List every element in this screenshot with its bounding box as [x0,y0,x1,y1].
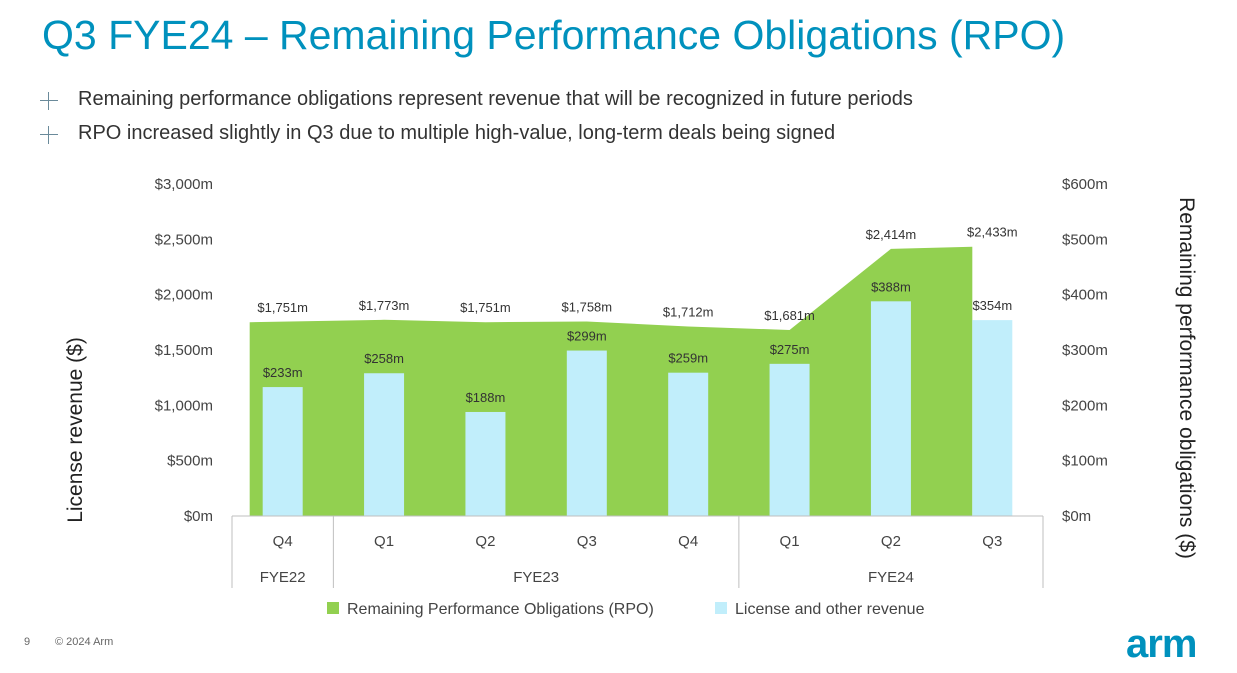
license-data-label: $259m [668,351,708,366]
license-data-label: $388m [871,279,911,294]
legend-rpo-label: Remaining Performance Obligations (RPO) [347,601,654,618]
license-data-label: $354m [972,298,1012,313]
left-axis-tick: $3,000m [155,176,213,193]
license-bar [364,373,405,516]
license-bar [465,411,506,516]
fiscal-year-label: FYE24 [868,569,914,586]
license-data-label: $233m [263,365,303,380]
license-data-label: $275m [770,342,810,357]
license-bar [668,372,709,516]
right-axis-tick: $200m [1062,397,1108,414]
rpo-data-label: $2,433m [967,225,1018,240]
legend-rpo-swatch [327,602,339,614]
left-axis-tick: $1,500m [155,342,213,359]
category-label: Q3 [982,533,1002,550]
left-axis-tick: $0m [184,508,213,525]
license-bar [566,350,607,516]
rpo-data-label: $1,681m [764,308,815,323]
right-axis-tick: $300m [1062,342,1108,359]
category-label: Q2 [475,533,495,550]
right-axis-tick: $0m [1062,508,1091,525]
rpo-area [249,246,973,517]
left-axis-tick: $2,500m [155,231,213,248]
fiscal-year-label: FYE23 [513,569,559,586]
slide-title: Q3 FYE24 – Remaining Performance Obligat… [42,12,1066,58]
rpo-data-label: $1,712m [663,305,714,320]
category-label: Q2 [881,533,901,550]
right-axis-tick: $600m [1062,176,1108,193]
category-label: Q4 [273,533,293,550]
license-data-label: $299m [567,329,607,344]
right-axis-title: Remaining performance obligations ($) [1175,197,1198,559]
copyright: © 2024 Arm [55,636,114,648]
plus-bullet-icon [40,126,58,144]
rpo-data-label: $1,773m [359,298,410,313]
page-number: 9 [24,636,31,648]
fiscal-year-label: FYE22 [260,569,306,586]
license-bar [972,320,1013,516]
rpo-data-label: $1,751m [460,300,511,315]
category-label: Q3 [577,533,597,550]
left-axis-tick: $1,000m [155,397,213,414]
arm-logo: arm [1126,622,1197,666]
license-bar [262,387,303,516]
rpo-data-label: $1,758m [562,299,613,314]
category-label: Q1 [780,533,800,550]
bullet-text: RPO increased slightly in Q3 due to mult… [78,122,836,144]
plus-bullet-icon [40,92,58,110]
left-axis-tick: $2,000m [155,287,213,304]
license-data-label: $258m [364,351,404,366]
rpo-data-label: $1,751m [257,300,308,315]
category-label: Q1 [374,533,394,550]
category-label: Q4 [678,533,698,550]
license-data-label: $188m [466,390,506,405]
license-bar [870,301,911,516]
legend-license-swatch [715,602,727,614]
bullet-text: Remaining performance obligations repres… [78,88,913,110]
left-axis-tick: $500m [167,453,213,470]
left-axis-title: License revenue ($) [64,337,87,523]
license-bar [769,363,810,516]
right-axis-tick: $100m [1062,453,1108,470]
right-axis-tick: $500m [1062,231,1108,248]
legend-license-label: License and other revenue [735,601,925,618]
rpo-data-label: $2,414m [866,227,917,242]
right-axis-tick: $400m [1062,287,1108,304]
